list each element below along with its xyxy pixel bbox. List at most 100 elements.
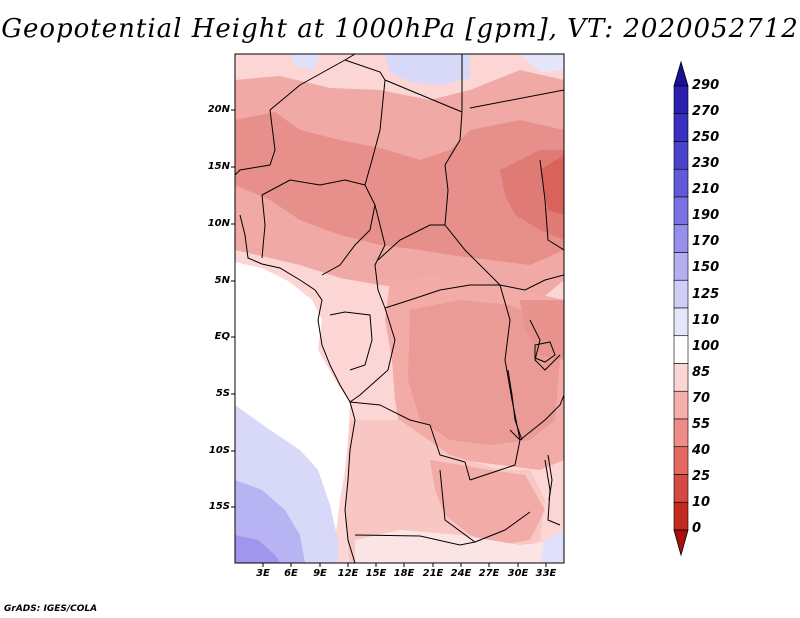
- border-tanzania: [519, 394, 564, 441]
- coastline-west: [239, 214, 356, 563]
- colorbar-segment: [673, 363, 689, 392]
- colorbar-label-210: 210: [692, 182, 720, 197]
- colorbar-segment: [673, 279, 689, 309]
- colorbar-label-270: 270: [692, 104, 720, 119]
- lon-label-9e: 9E: [313, 568, 327, 579]
- field-south-70: [430, 460, 545, 545]
- axis-ticks: [231, 109, 547, 567]
- border-car-drc: [384, 284, 500, 309]
- colorbar-segment: [673, 113, 689, 142]
- border-libya-chad: [384, 79, 463, 113]
- border-congo-drc: [349, 307, 396, 403]
- colorbar-label-170: 170: [692, 234, 720, 249]
- lat-label-eq: EQ: [214, 331, 230, 342]
- lat-label-15s: 15S: [208, 501, 230, 512]
- colorbar-label-290: 290: [692, 78, 720, 93]
- lon-label-27e: 27E: [478, 568, 500, 579]
- colorbar: [673, 60, 689, 557]
- border-cameroon-chad: [374, 204, 386, 309]
- lon-label-21e: 21E: [422, 568, 444, 579]
- border-chad-sudan: [444, 111, 463, 226]
- border-south-sudan-ethiopia: [499, 274, 564, 291]
- lat-label-20n: 20N: [207, 104, 230, 115]
- field-band-55-north: [235, 112, 564, 265]
- field-north-blue-c: [520, 54, 564, 72]
- lon-label-3e: 3E: [256, 568, 270, 579]
- border-angola-namibia: [354, 534, 476, 546]
- lake-victoria: [534, 341, 556, 363]
- border-gabon-congo: [329, 311, 373, 371]
- map-frame: [234, 53, 565, 564]
- lon-label-6e: 6E: [284, 568, 298, 579]
- colorbar-top-arrow: [673, 60, 689, 87]
- border-drc-angola: [349, 401, 471, 481]
- colorbar-segment: [673, 141, 689, 170]
- lat-label-5s: 5S: [215, 388, 230, 399]
- height-field: [235, 54, 564, 563]
- colorbar-segment: [673, 252, 689, 281]
- lat-label-10n: 10N: [207, 218, 230, 229]
- field-north-blue-a: [290, 54, 320, 70]
- colorbar-segment: [673, 501, 689, 531]
- border-algeria-niger: [269, 54, 356, 111]
- colorbar-label-230: 230: [692, 156, 720, 171]
- lon-label-24e: 24E: [450, 568, 472, 579]
- colorbar-segment: [673, 168, 689, 198]
- colorbar-label-70: 70: [692, 391, 711, 406]
- colorbar-label-150: 150: [692, 260, 720, 275]
- footer-credit: GrADS: IGES/COLA: [4, 604, 98, 614]
- chart-title: Geopotential Height at 1000hPa [gpm], VT…: [1, 14, 799, 44]
- lat-label-5n: 5N: [214, 275, 230, 286]
- colorbar-segment: [673, 196, 689, 226]
- colorbar-label-250: 250: [692, 130, 720, 145]
- lon-label-18e: 18E: [393, 568, 415, 579]
- colorbar-label-0: 0: [692, 521, 702, 536]
- colorbar-label-40: 40: [692, 443, 711, 458]
- colorbar-label-125: 125: [692, 287, 720, 302]
- border-car-chad: [377, 224, 445, 261]
- border-egypt-sudan: [469, 89, 564, 109]
- colorbar-label-110: 110: [692, 313, 720, 328]
- lon-label-33e: 33E: [535, 568, 557, 579]
- colorbar-segment: [673, 474, 689, 503]
- colorbar-segments: [673, 85, 689, 531]
- colorbar-segment: [673, 224, 689, 253]
- lake-tanganyika: [507, 369, 523, 441]
- border-niger-chad: [364, 79, 386, 186]
- colorbar-bottom-arrow: [673, 529, 689, 557]
- border-niger-nigeria: [261, 179, 366, 196]
- border-malawi: [544, 459, 561, 526]
- colorbar-label-100: 100: [692, 339, 720, 354]
- field-north-blue-b: [385, 54, 470, 85]
- colorbar-label-10: 10: [692, 495, 711, 510]
- border-drc-zambia: [469, 429, 521, 481]
- colorbar-segment: [673, 418, 689, 448]
- field-south-white: [355, 530, 564, 563]
- lon-label-30e: 30E: [507, 568, 529, 579]
- colorbar-label-25: 25: [692, 469, 711, 484]
- lat-label-15n: 15N: [207, 161, 230, 172]
- colorbar-label-190: 190: [692, 208, 720, 223]
- lat-label-10s: 10S: [208, 445, 230, 456]
- field-dark-core: [540, 155, 564, 215]
- colorbar-segment: [673, 85, 689, 115]
- colorbar-segment: [673, 446, 689, 475]
- border-nigeria-benin: [261, 194, 266, 259]
- field-se-blue: [540, 530, 564, 563]
- border-car-sudan: [444, 224, 501, 286]
- lon-label-12e: 12E: [337, 568, 359, 579]
- border-zambia-south: [439, 469, 531, 543]
- colorbar-segment: [673, 335, 689, 364]
- border-niger-libya: [344, 59, 386, 81]
- colorbar-segment: [673, 390, 689, 420]
- field-ocean-violet: [235, 535, 280, 563]
- lake-malawi: [547, 454, 553, 501]
- border-uganda-kenya: [529, 319, 561, 371]
- colorbar-label-55: 55: [692, 417, 711, 432]
- lon-label-15e: 15E: [365, 568, 387, 579]
- field-east-africa: [520, 300, 564, 360]
- colorbar-segment: [673, 307, 689, 337]
- country-borders: [235, 54, 564, 563]
- field-congo-60: [408, 300, 560, 445]
